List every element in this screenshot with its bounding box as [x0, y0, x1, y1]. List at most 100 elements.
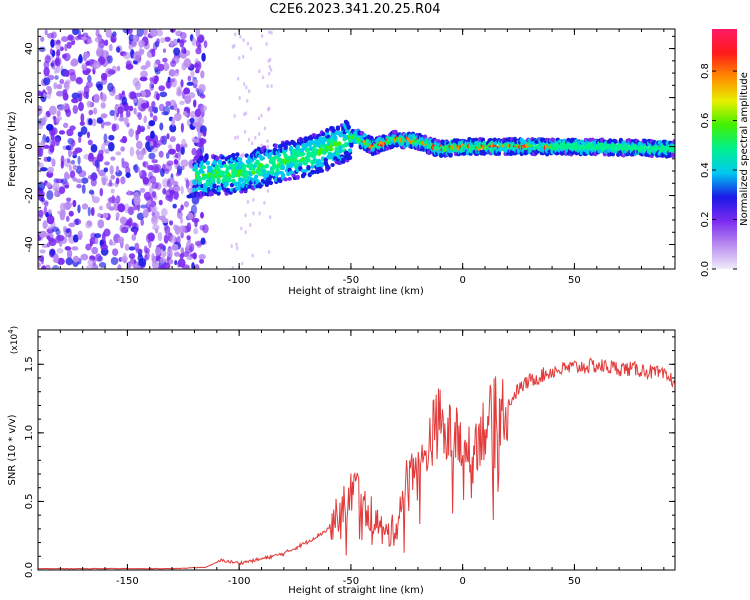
heatmap-noise-cell [266, 144, 269, 149]
heatmap-cell [192, 179, 197, 185]
heatmap-noise-cell [190, 204, 198, 215]
heatmap-noise-cell [99, 205, 103, 211]
heatmap-noise-cell [52, 265, 60, 269]
heatmap-cell [235, 152, 240, 157]
heatmap-noise-cell [122, 52, 131, 60]
heatmap-cell [264, 163, 270, 169]
heatmap-noise-cell [132, 51, 141, 62]
heatmap-noise-cell [81, 36, 87, 41]
heatmap-noise-cell [71, 92, 80, 100]
heatmap-noise-cell [85, 243, 92, 251]
heatmap-noise-cell [46, 182, 52, 188]
heatmap-noise-cell [173, 185, 181, 192]
x-tick-label: -150 [116, 576, 139, 587]
heatmap-noise-cell [187, 212, 194, 221]
heatmap-noise-cell [51, 158, 56, 167]
heatmap-noise-cell [151, 164, 159, 174]
heatmap-noise-cell [154, 246, 161, 256]
heatmap-noise-cell [148, 175, 157, 184]
heatmap-noise-cell [171, 117, 175, 127]
heatmap-noise-cell [103, 133, 108, 143]
heatmap-cell [320, 140, 326, 145]
heatmap-noise-cell [97, 42, 105, 49]
heatmap-noise-cell [108, 142, 115, 152]
heatmap-noise-cell [179, 225, 186, 234]
heatmap-noise-cell [180, 79, 184, 88]
heatmap-cell [436, 139, 441, 144]
heatmap-noise-cell [160, 37, 166, 44]
heatmap-noise-cell [72, 177, 78, 182]
heatmap-noise-cell [115, 151, 122, 156]
heatmap-noise-cell [56, 248, 64, 254]
heatmap-noise-cell [39, 190, 45, 198]
heatmap-noise-cell [77, 29, 81, 36]
heatmap-noise-cell [179, 253, 184, 259]
heatmap-noise-cell [115, 165, 120, 173]
heatmap-noise-cell [98, 262, 107, 268]
heatmap-noise-cell [239, 34, 242, 39]
heatmap-noise-cell [38, 123, 43, 130]
heatmap-noise-cell [114, 94, 119, 100]
heatmap-noise-cell [58, 130, 66, 135]
heatmap-noise-cell [113, 111, 118, 121]
x-tick-label: -100 [228, 275, 251, 286]
heatmap-noise-cell [64, 69, 70, 78]
heatmap-noise-cell [191, 37, 197, 47]
heatmap-noise-cell [266, 188, 270, 193]
heatmap-noise-cell [42, 92, 47, 98]
heatmap-noise-cell [182, 251, 190, 258]
heatmap-noise-cell [62, 92, 69, 101]
heatmap-noise-cell [72, 150, 78, 155]
heatmap-noise-cell [93, 233, 102, 239]
heatmap-noise-cell [158, 103, 165, 112]
colorbar-tick-label: 0.6 [700, 113, 711, 129]
heatmap-noise-cell [242, 112, 246, 117]
heatmap-noise-cell [241, 54, 245, 59]
heatmap-xlabel: Height of straight line (km) [288, 286, 424, 297]
heatmap-noise-cell [179, 31, 187, 40]
heatmap-noise-cell [76, 178, 83, 184]
heatmap-noise-cell [140, 65, 148, 70]
heatmap-noise-cell [193, 227, 199, 235]
heatmap-cell [335, 127, 341, 131]
heatmap-noise-cell [269, 57, 272, 62]
heatmap-panel: -150 -100 -50 0 50 -40 -20 0 20 40 Height of str… [7, 28, 676, 297]
heatmap-noise-cell [148, 145, 155, 150]
heatmap-cell [337, 141, 342, 146]
heatmap-cell [347, 148, 353, 153]
heatmap-noise-cell [198, 83, 206, 93]
snr-panel: -150 -100 -50 0 50 0.0 0.5 1.0 1.5 Height of st… [7, 326, 676, 596]
heatmap-noise-cell [107, 69, 116, 75]
heatmap-noise-cell [77, 204, 81, 214]
heatmap-noise-cell [242, 38, 245, 43]
colorbar-tick-label: 0.0 [700, 261, 711, 277]
heatmap-noise-cell [46, 235, 51, 240]
heatmap-noise-cell [66, 249, 73, 259]
heatmap-noise-cell [180, 204, 184, 211]
heatmap-noise-cell [40, 167, 48, 172]
heatmap-cell [224, 180, 229, 186]
heatmap-noise-cell [62, 181, 70, 187]
y-tick-label: 0.0 [24, 562, 35, 578]
heatmap-noise-cell [169, 40, 175, 47]
heatmap-noise-cell [61, 53, 67, 59]
heatmap-noise-cell [84, 52, 90, 59]
heatmap-noise-cell [125, 172, 131, 178]
heatmap-noise-cell [160, 249, 167, 258]
heatmap-noise-cell [195, 47, 202, 55]
heatmap-cell [330, 163, 335, 168]
heatmap-noise-cell [128, 105, 134, 112]
heatmap-noise-cell [168, 259, 174, 265]
heatmap-noise-cell [56, 234, 65, 242]
heatmap-cell [349, 142, 354, 148]
snr-multiplier-close: ) [10, 326, 20, 330]
heatmap-cell [204, 153, 209, 159]
heatmap-noise-cell [72, 29, 79, 36]
heatmap-cell [260, 156, 266, 161]
heatmap-noise-cell [46, 214, 55, 225]
heatmap-noise-cell [199, 94, 206, 99]
heatmap-noise-cell [164, 168, 170, 175]
heatmap-noise-cell [170, 135, 176, 143]
heatmap-noise-cell [189, 117, 195, 124]
heatmap-noise-cell [59, 202, 66, 212]
